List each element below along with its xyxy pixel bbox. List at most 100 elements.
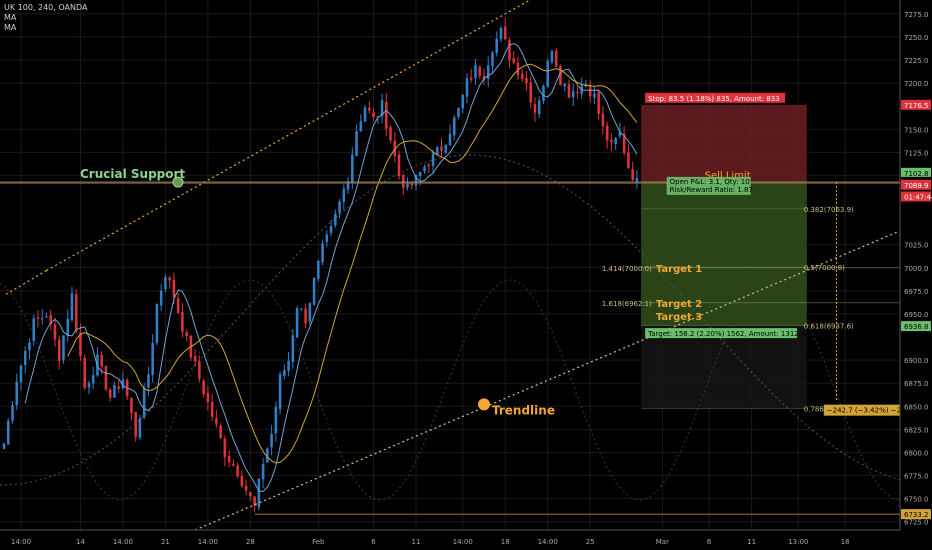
candle-body [172, 279, 176, 298]
candle-body [363, 107, 367, 122]
candle-body [121, 379, 125, 389]
price-tick-label: 6725.0 [904, 519, 929, 527]
candle-body [32, 318, 36, 342]
candle-body [474, 64, 477, 79]
price-axis-bg [900, 0, 932, 550]
candle-body [62, 335, 65, 361]
candle-body [516, 62, 520, 76]
candle-body [614, 138, 617, 145]
candle-body [440, 146, 443, 151]
candle-body [202, 380, 205, 395]
candle-body [618, 132, 622, 137]
candle-body [529, 82, 532, 103]
candle-body [117, 386, 120, 389]
price-label-bg [901, 191, 931, 202]
candle-body [253, 496, 256, 506]
candle-body [79, 332, 82, 357]
candle-body [6, 420, 10, 445]
candle-body [66, 318, 69, 336]
candle-body [346, 181, 350, 191]
candle-body [355, 131, 358, 156]
price-label: 7102.8 [904, 170, 929, 178]
candle-body [240, 476, 244, 486]
candle-body [40, 318, 44, 320]
candle-body [113, 384, 116, 398]
candle-body [312, 278, 316, 305]
price-tick-label: 6875.0 [904, 380, 929, 388]
candle-body [495, 38, 498, 54]
candle-body [317, 260, 320, 279]
candle-body [210, 402, 214, 417]
candle-body [486, 65, 490, 79]
time-tick-label: 6 [371, 538, 376, 546]
target-label: Target: 156.2 (2.20%) 1562, Amount: 1312… [647, 330, 806, 338]
time-tick-label: 18 [841, 538, 850, 546]
position-zones [641, 104, 807, 409]
indicator-ma-1[interactable]: MA [4, 13, 17, 22]
candle-body [376, 116, 380, 118]
chart-header: UK 100, 240, OANDA MA MA [4, 3, 87, 33]
candle-body [181, 312, 184, 332]
candle-body [168, 277, 171, 281]
price-tick-label: 7225.0 [904, 57, 929, 65]
candle-body [193, 356, 197, 362]
candle-body [100, 355, 103, 367]
candle-body [610, 139, 613, 143]
price-label-bg [901, 509, 931, 520]
candle-body [2, 443, 6, 449]
candle-body [393, 140, 397, 156]
candle-body [232, 463, 235, 466]
candle-body [359, 121, 363, 132]
time-tick-label: Feb [312, 538, 325, 546]
candle-body [372, 112, 375, 117]
time-tick-label: 11 [412, 538, 421, 546]
candle-body [206, 392, 210, 402]
candle-body [45, 316, 48, 318]
candle-body [461, 94, 465, 109]
time-tick-label: 6 [707, 538, 712, 546]
candle-body [499, 28, 503, 40]
crucial-support-label: Crucial Support [80, 167, 185, 181]
candle-body [576, 91, 579, 93]
candle-body [571, 91, 575, 98]
candle-body [53, 324, 57, 340]
measure-label-bg [823, 404, 900, 416]
candle-body [406, 182, 409, 188]
candle-body [49, 314, 52, 325]
trendline-marker [478, 398, 490, 411]
price-label-bg [901, 321, 931, 332]
candle-body [198, 361, 201, 379]
candle-body [631, 169, 634, 180]
candle-body [155, 304, 159, 344]
time-axis-bg [0, 530, 932, 550]
time-tick-label: 14:00 [453, 538, 473, 546]
ma-line-15 [67, 63, 638, 464]
measure-label: −242.7 (−3.42%) −2 [827, 407, 901, 415]
upper-channel-ext [3, 270, 47, 296]
candle-body [23, 350, 27, 365]
candle-body [308, 303, 312, 322]
candle-body [15, 381, 19, 405]
price-label-bg [901, 179, 931, 190]
fib-label-2: 0.618(6937.6) [804, 322, 854, 330]
candle-body [520, 73, 524, 80]
price-tick-label: 6975.0 [904, 288, 929, 296]
time-tick-label: Mar [656, 538, 669, 546]
candle-body [11, 405, 14, 421]
candle-body [512, 58, 515, 63]
candle-body [414, 175, 418, 186]
candle-body [554, 50, 558, 67]
candle-body [491, 52, 494, 67]
candle-body [542, 85, 545, 101]
candle-body [550, 50, 554, 63]
symbol-title[interactable]: UK 100, 240, OANDA [4, 3, 88, 12]
target-fib-2: 1.618(6962.1) [602, 300, 652, 308]
price-tick-label: 7250.0 [904, 34, 929, 42]
time-tick-label: 25 [586, 538, 595, 546]
time-tick-label: 28 [246, 538, 255, 546]
candle-body [138, 418, 142, 438]
indicator-ma-2[interactable]: MA [4, 23, 17, 32]
candle-body [36, 317, 40, 319]
